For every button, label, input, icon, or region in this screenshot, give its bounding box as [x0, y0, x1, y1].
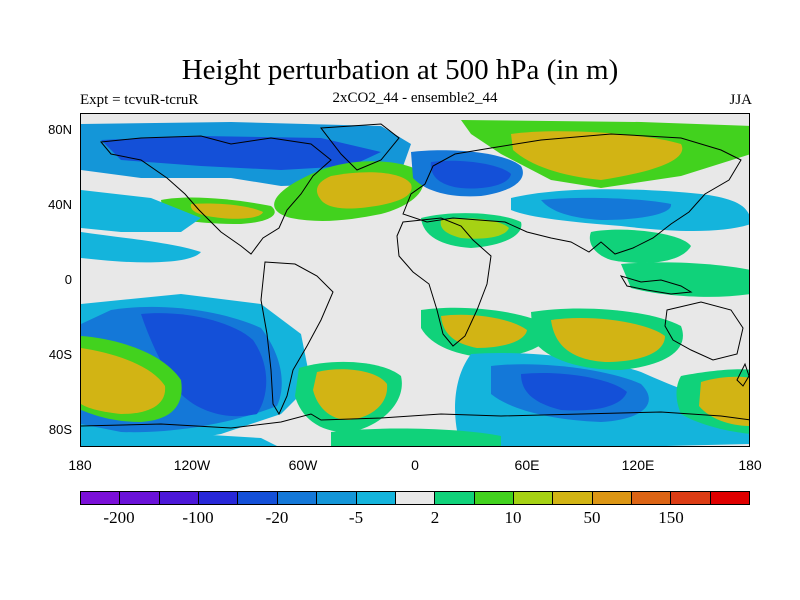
lat-label-40s: 40S	[48, 347, 72, 362]
colorbar-label: -20	[265, 508, 289, 527]
fill-green-india	[589, 229, 691, 264]
lon-label-60e: 60E	[514, 457, 540, 473]
colorbar-swatch	[238, 492, 278, 504]
lon-label-120w: 120W	[173, 457, 211, 473]
fill-deepblue-southern-indian	[521, 372, 627, 411]
fill-cyan-equatorial-pacific	[81, 232, 201, 263]
colorbar-swatch	[592, 492, 633, 504]
fill-olive-north-atlantic	[316, 172, 412, 209]
colorbar-swatch	[120, 492, 160, 504]
contour-fills	[81, 120, 749, 446]
map-panel	[80, 113, 750, 447]
map-canvas	[81, 120, 749, 446]
fill-olive-south-pacific-west	[81, 348, 166, 414]
lat-label-40n: 40N	[48, 197, 72, 212]
colorbar-swatch	[356, 492, 396, 504]
coast-south-america	[260, 261, 334, 416]
fill-green-west-pacific	[621, 262, 749, 297]
colorbar-label: -100	[182, 508, 214, 527]
map-title: Height perturbation at 500 hPa (in m)	[181, 54, 619, 86]
fill-olive-east-pacific	[190, 203, 263, 219]
colorbar-swatch	[671, 492, 711, 504]
colorbar-label: 10	[504, 508, 522, 527]
colorbar-swatch	[159, 492, 200, 504]
coast-new-zealand	[736, 362, 749, 387]
coast-antarctica	[81, 411, 749, 429]
coast-indonesia	[619, 275, 693, 295]
colorbar-swatch	[199, 492, 239, 504]
colorbar-swatch	[710, 492, 750, 504]
ensemble-label: 2xCO2_44 - ensemble2_44	[332, 90, 498, 106]
fill-olive-south-africa	[441, 314, 527, 348]
colorbar-swatch	[632, 492, 672, 504]
coast-australia	[664, 301, 744, 361]
fill-cyan-subtropic-pacific	[81, 190, 201, 232]
season-label: JJA	[729, 92, 752, 108]
colorbar-swatch	[513, 492, 554, 504]
colorbar	[80, 491, 750, 505]
colorbar-swatch	[395, 492, 436, 504]
coast-north-america	[100, 135, 332, 255]
fill-olive-middle-east	[440, 218, 509, 239]
lon-label-120e: 120E	[621, 457, 655, 473]
colorbar-swatch	[81, 492, 121, 504]
lon-label-60w: 60W	[288, 457, 318, 473]
fill-green-antarctic	[331, 428, 501, 446]
lon-label-180e: 180	[738, 457, 762, 473]
coast-africa	[396, 217, 492, 347]
fill-deepblue-europe	[430, 160, 511, 189]
coast-eurasia	[402, 133, 742, 255]
colorbar-label: -5	[348, 508, 364, 527]
fill-olive-south-indian	[551, 317, 665, 362]
colorbar-swatch	[317, 492, 357, 504]
colorbar-swatch	[553, 492, 593, 504]
colorbar-label: 2	[430, 508, 440, 527]
colorbar-label: -200	[103, 508, 135, 527]
experiment-label: Expt = tcvuR-tcruR	[80, 92, 199, 108]
fill-cyan-antarctic-edge	[81, 432, 277, 446]
coastlines	[81, 123, 749, 429]
lat-label-0: 0	[64, 272, 72, 287]
fill-olive-southwest-pacific	[699, 376, 749, 426]
colorbar-swatch	[435, 492, 475, 504]
coast-greenland	[320, 123, 400, 171]
colorbar-swatch	[277, 492, 318, 504]
colorbar-label: 150	[658, 508, 684, 527]
lat-label-80n: 80N	[48, 122, 72, 137]
fill-deepblue-south-pacific	[141, 313, 267, 417]
fill-olive-siberia	[511, 131, 683, 180]
lon-label-180w: 180	[68, 457, 92, 473]
colorbar-label: 50	[583, 508, 601, 527]
fill-blue-central-asia	[541, 197, 672, 220]
fill-olive-south-atlantic	[313, 369, 388, 420]
lon-label-0: 0	[411, 457, 419, 473]
colorbar-swatch	[474, 492, 514, 504]
lat-label-80s: 80S	[48, 422, 72, 437]
